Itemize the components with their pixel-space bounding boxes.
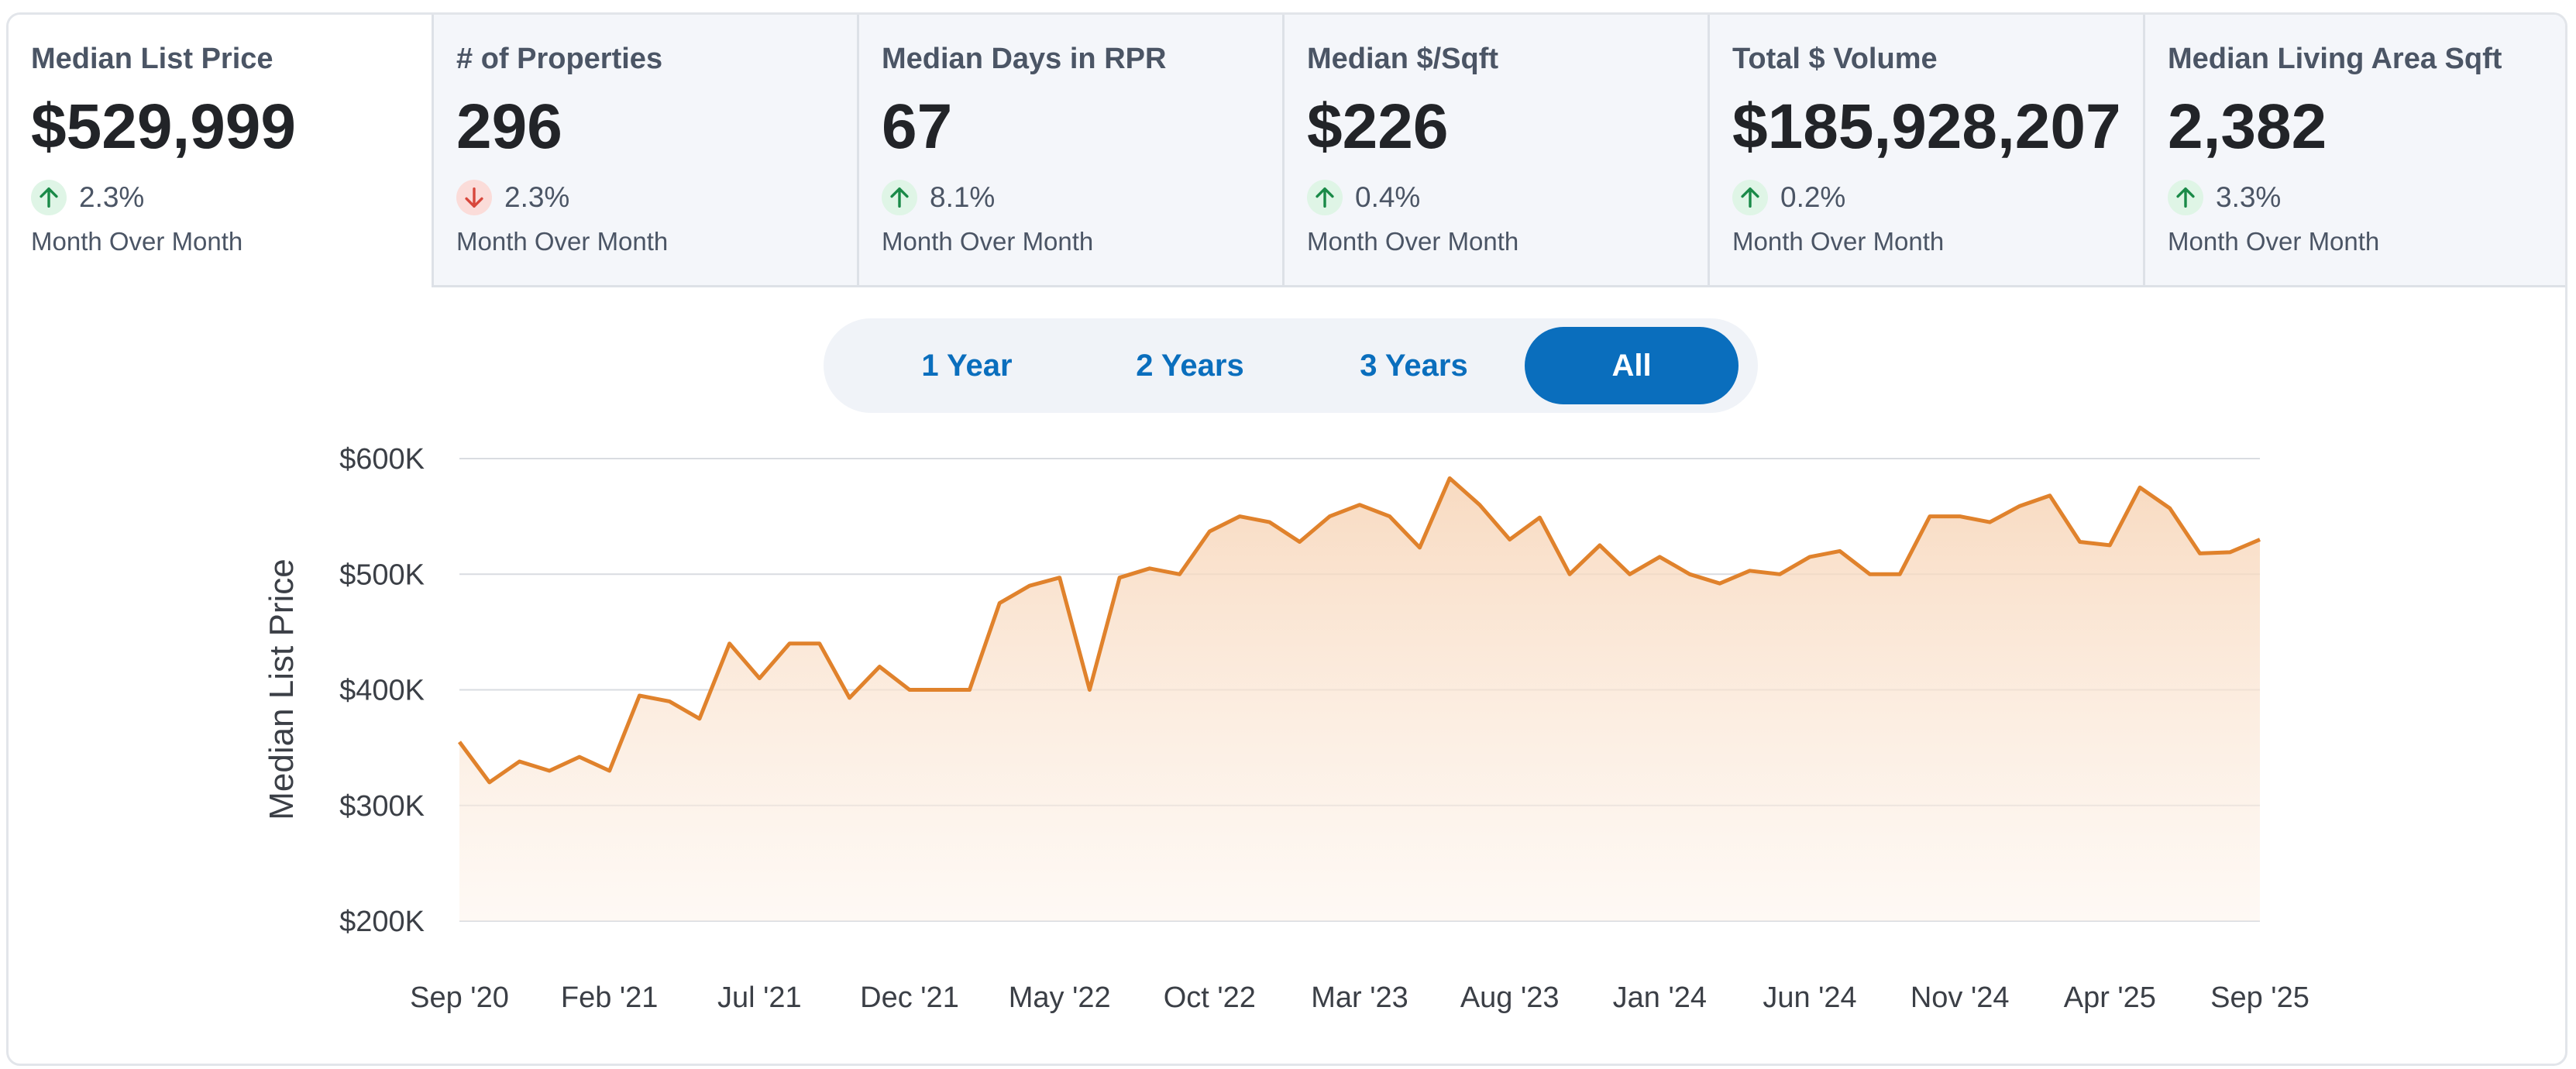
x-tick-label: Dec '21: [860, 981, 959, 1014]
change-percent: 0.2%: [1780, 181, 1846, 213]
metric-change: 0.2%: [1732, 179, 2143, 216]
metric-change: 0.4%: [1307, 179, 1708, 216]
metric-change: 2.3%: [456, 179, 857, 216]
metric-title: Median $/Sqft: [1307, 43, 1499, 75]
metric-value: 296: [456, 91, 562, 162]
x-tick-label: May '22: [1009, 981, 1111, 1014]
x-axis-ticks: Sep '20 Feb '21 Jul '21 Dec '21 May '22 Oct '…: [410, 981, 2309, 1014]
change-period: Month Over Month: [456, 227, 669, 256]
metric-value: $529,999: [31, 91, 297, 162]
range-option-all[interactable]: All: [1525, 327, 1739, 404]
x-tick-label: Feb '21: [561, 981, 659, 1014]
metric-tab-1[interactable]: Median List Price $529,999 2.3% Month Over …: [9, 15, 434, 287]
change-period: Month Over Month: [31, 227, 243, 256]
arrow-up-icon: [2168, 180, 2203, 215]
metric-title: Median List Price: [31, 43, 273, 75]
y-axis-ticks: $200K $300K $400K $500K $600K: [339, 443, 425, 938]
arrow-up-icon: [882, 180, 917, 215]
y-tick-label: $500K: [339, 559, 425, 591]
x-tick-label: Jun '24: [1763, 981, 1856, 1014]
series-area: [459, 478, 2260, 921]
arrow-down-icon: [456, 180, 492, 215]
arrow-up-icon: [31, 180, 67, 215]
metric-tab-2[interactable]: # of Properties 296 2.3% Month Over Month: [434, 15, 859, 287]
metric-title: # of Properties: [456, 43, 663, 75]
change-percent: 8.1%: [930, 181, 996, 213]
metric-change: 8.1%: [882, 179, 1282, 216]
y-axis-label: Median List Price: [263, 559, 301, 820]
metric-value: $226: [1307, 91, 1449, 162]
metric-change: 2.3%: [31, 179, 432, 216]
y-tick-label: $300K: [339, 790, 425, 823]
metric-title: Median Living Area Sqft: [2168, 43, 2502, 75]
metric-tab-4[interactable]: Median $/Sqft $226 0.4% Month Over Month: [1285, 15, 1710, 287]
change-percent: 0.4%: [1355, 181, 1421, 213]
metric-tabs: Median List Price $529,999 2.3% Month Over …: [9, 15, 2565, 287]
metric-title: Median Days in RPR: [882, 43, 1167, 75]
change-percent: 2.3%: [504, 181, 570, 213]
change-period: Month Over Month: [2168, 227, 2380, 256]
change-percent: 2.3%: [79, 181, 145, 213]
change-percent: 3.3%: [2216, 181, 2282, 213]
metric-tab-3[interactable]: Median Days in RPR 67 8.1% Month Over Month: [859, 15, 1285, 287]
metric-tab-6[interactable]: Median Living Area Sqft 2,382 3.3% Month Ov…: [2145, 15, 2565, 287]
x-tick-label: Jul '21: [717, 981, 802, 1014]
x-tick-label: Mar '23: [1311, 981, 1408, 1014]
metric-value: $185,928,207: [1732, 91, 2121, 162]
x-tick-label: Aug '23: [1460, 981, 1560, 1014]
change-period: Month Over Month: [1307, 227, 1519, 256]
series-line: [457, 476, 2261, 785]
metric-title: Total $ Volume: [1732, 43, 1938, 75]
x-tick-label: Sep '25: [2210, 981, 2309, 1014]
range-option-2-years[interactable]: 2 Years: [1136, 348, 1244, 383]
x-tick-label: Jan '24: [1613, 981, 1707, 1014]
y-tick-label: $600K: [339, 443, 425, 476]
x-tick-label: Oct '22: [1164, 981, 1256, 1014]
range-option-1-year[interactable]: 1 Year: [921, 348, 1013, 383]
range-option-3-years[interactable]: 3 Years: [1360, 348, 1468, 383]
y-tick-label: $400K: [339, 675, 425, 707]
change-period: Month Over Month: [1732, 227, 1945, 256]
arrow-up-icon: [1732, 180, 1768, 215]
change-period: Month Over Month: [882, 227, 1094, 256]
metric-value: 67: [882, 91, 953, 162]
x-tick-label: Apr '25: [2064, 981, 2156, 1014]
y-tick-label: $200K: [339, 906, 425, 938]
x-tick-label: Sep '20: [410, 981, 509, 1014]
metric-value: 2,382: [2168, 91, 2327, 162]
metric-tab-5[interactable]: Total $ Volume $185,928,207 0.2% Month Over…: [1710, 15, 2145, 287]
time-range-selector: 1 Year 2 Years 3 Years All: [824, 318, 1758, 413]
x-tick-label: Nov '24: [1911, 981, 2010, 1014]
arrow-up-icon: [1307, 180, 1343, 215]
metric-change: 3.3%: [2168, 179, 2565, 216]
